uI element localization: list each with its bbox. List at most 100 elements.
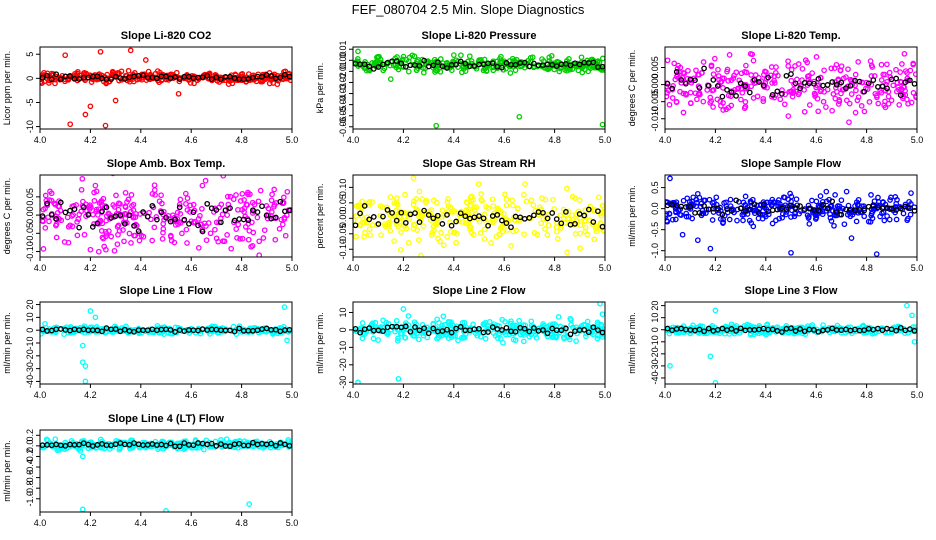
data-point bbox=[581, 321, 587, 328]
data-point bbox=[74, 232, 81, 239]
data-point bbox=[43, 436, 50, 443]
data-point bbox=[760, 98, 767, 105]
data-point bbox=[690, 194, 697, 201]
data-point bbox=[191, 80, 197, 87]
highlight-point bbox=[499, 64, 505, 71]
data-point bbox=[454, 230, 460, 237]
data-point bbox=[101, 243, 108, 250]
highlight-point bbox=[236, 440, 243, 447]
data-point bbox=[510, 228, 517, 235]
highlight-point bbox=[742, 83, 749, 90]
data-point bbox=[910, 61, 917, 68]
chart-panel-3: Slope Li-820 Temp. degrees C per min. 4.0 4… bbox=[627, 30, 923, 145]
outlier-point bbox=[597, 302, 603, 307]
y-axis-label: degrees C per min. bbox=[627, 50, 637, 127]
data-point bbox=[791, 213, 798, 220]
data-point bbox=[740, 199, 747, 206]
data-point bbox=[490, 202, 497, 209]
highlight-point bbox=[792, 328, 799, 334]
data-point bbox=[249, 442, 255, 449]
data-point bbox=[444, 199, 451, 205]
data-point bbox=[665, 57, 671, 64]
y-tick-label: 0.5 bbox=[650, 181, 660, 194]
data-point bbox=[130, 214, 137, 221]
highlight-point bbox=[875, 325, 881, 332]
highlight-point bbox=[788, 71, 794, 77]
data-point bbox=[724, 66, 731, 73]
data-point bbox=[880, 199, 886, 206]
data-point bbox=[69, 223, 76, 230]
data-point bbox=[183, 226, 190, 233]
data-point bbox=[367, 232, 373, 239]
data-point bbox=[362, 59, 368, 65]
data-point bbox=[538, 220, 545, 227]
data-point bbox=[528, 318, 535, 325]
y-tick-label: -0.06 bbox=[338, 117, 348, 138]
data-point bbox=[595, 194, 602, 201]
data-point bbox=[57, 207, 64, 214]
outlier-point bbox=[599, 121, 605, 128]
data-point bbox=[380, 317, 386, 324]
data-point bbox=[823, 188, 830, 195]
data-point bbox=[495, 205, 501, 212]
data-point bbox=[63, 324, 70, 331]
data-point bbox=[226, 439, 233, 446]
x-tick-label: 5.0 bbox=[599, 135, 612, 145]
outlier-point bbox=[82, 363, 89, 369]
highlight-point bbox=[62, 209, 69, 216]
data-point bbox=[878, 89, 885, 96]
highlight-point bbox=[361, 203, 368, 209]
data-point bbox=[775, 197, 782, 203]
data-point bbox=[510, 323, 517, 330]
outlier-point bbox=[667, 363, 673, 369]
chart-title: Slope Amb. Box Temp. bbox=[107, 158, 226, 170]
data-point bbox=[126, 230, 133, 237]
highlight-point bbox=[103, 204, 110, 211]
data-point bbox=[95, 248, 102, 255]
data-point bbox=[405, 239, 412, 246]
data-point bbox=[760, 95, 767, 102]
data-point bbox=[52, 436, 59, 443]
highlight-point bbox=[421, 57, 427, 64]
data-point bbox=[131, 70, 138, 76]
chart-panel-10: Slope Line 4 (LT) Flow ml/min per min. 4.0… bbox=[2, 413, 298, 528]
data-point bbox=[212, 226, 218, 233]
data-point bbox=[881, 217, 888, 224]
outlier-point bbox=[418, 252, 424, 257]
chart-title: Slope Li-820 Pressure bbox=[422, 30, 537, 42]
highlight-point bbox=[870, 77, 877, 83]
highlight-point bbox=[710, 77, 717, 83]
data-point bbox=[687, 89, 694, 96]
data-point bbox=[573, 338, 579, 344]
highlight-point bbox=[897, 324, 904, 331]
data-point bbox=[256, 238, 263, 245]
data-point bbox=[899, 61, 905, 67]
data-point bbox=[854, 97, 861, 104]
highlight-point bbox=[48, 211, 55, 218]
outlier-point bbox=[848, 235, 855, 241]
data-point bbox=[795, 91, 802, 98]
highlight-point bbox=[425, 330, 432, 337]
data-point bbox=[125, 196, 132, 203]
data-point bbox=[781, 101, 788, 108]
highlight-point bbox=[678, 77, 685, 83]
data-point bbox=[707, 99, 714, 106]
highlight-point bbox=[838, 79, 845, 86]
data-point bbox=[572, 231, 579, 237]
highlight-point bbox=[208, 440, 215, 447]
data-point bbox=[384, 331, 391, 337]
data-point bbox=[359, 198, 366, 205]
data-point bbox=[190, 201, 197, 208]
highlight-point bbox=[902, 79, 909, 86]
data-point bbox=[832, 95, 839, 102]
data-point bbox=[585, 68, 592, 75]
x-tick-label: 4.8 bbox=[548, 263, 561, 273]
data-point bbox=[868, 192, 874, 198]
x-tick-label: 4.4 bbox=[448, 135, 461, 145]
data-point bbox=[884, 61, 890, 68]
y-tick-label: -30 bbox=[338, 376, 348, 389]
data-point bbox=[105, 210, 112, 217]
data-point bbox=[709, 87, 716, 94]
data-point bbox=[455, 337, 461, 344]
